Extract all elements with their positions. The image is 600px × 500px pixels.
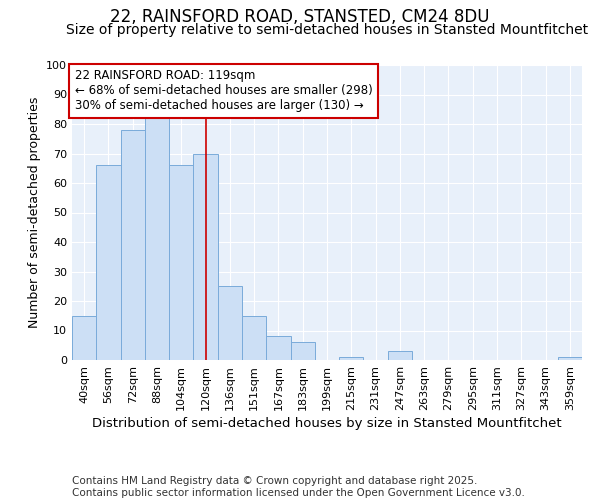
Bar xyxy=(558,357,582,360)
Bar xyxy=(290,342,315,360)
X-axis label: Distribution of semi-detached houses by size in Stansted Mountfitchet: Distribution of semi-detached houses by … xyxy=(92,417,562,430)
Bar xyxy=(218,286,242,360)
Bar xyxy=(145,118,169,360)
Bar xyxy=(169,166,193,360)
Bar xyxy=(339,357,364,360)
Bar xyxy=(266,336,290,360)
Text: 22 RAINSFORD ROAD: 119sqm
← 68% of semi-detached houses are smaller (298)
30% of: 22 RAINSFORD ROAD: 119sqm ← 68% of semi-… xyxy=(74,70,372,112)
Bar xyxy=(242,316,266,360)
Text: 22, RAINSFORD ROAD, STANSTED, CM24 8DU: 22, RAINSFORD ROAD, STANSTED, CM24 8DU xyxy=(110,8,490,26)
Bar xyxy=(121,130,145,360)
Bar xyxy=(388,351,412,360)
Bar xyxy=(193,154,218,360)
Bar xyxy=(72,316,96,360)
Title: Size of property relative to semi-detached houses in Stansted Mountfitchet: Size of property relative to semi-detach… xyxy=(66,24,588,38)
Y-axis label: Number of semi-detached properties: Number of semi-detached properties xyxy=(28,97,41,328)
Text: Contains HM Land Registry data © Crown copyright and database right 2025.
Contai: Contains HM Land Registry data © Crown c… xyxy=(72,476,525,498)
Bar xyxy=(96,166,121,360)
